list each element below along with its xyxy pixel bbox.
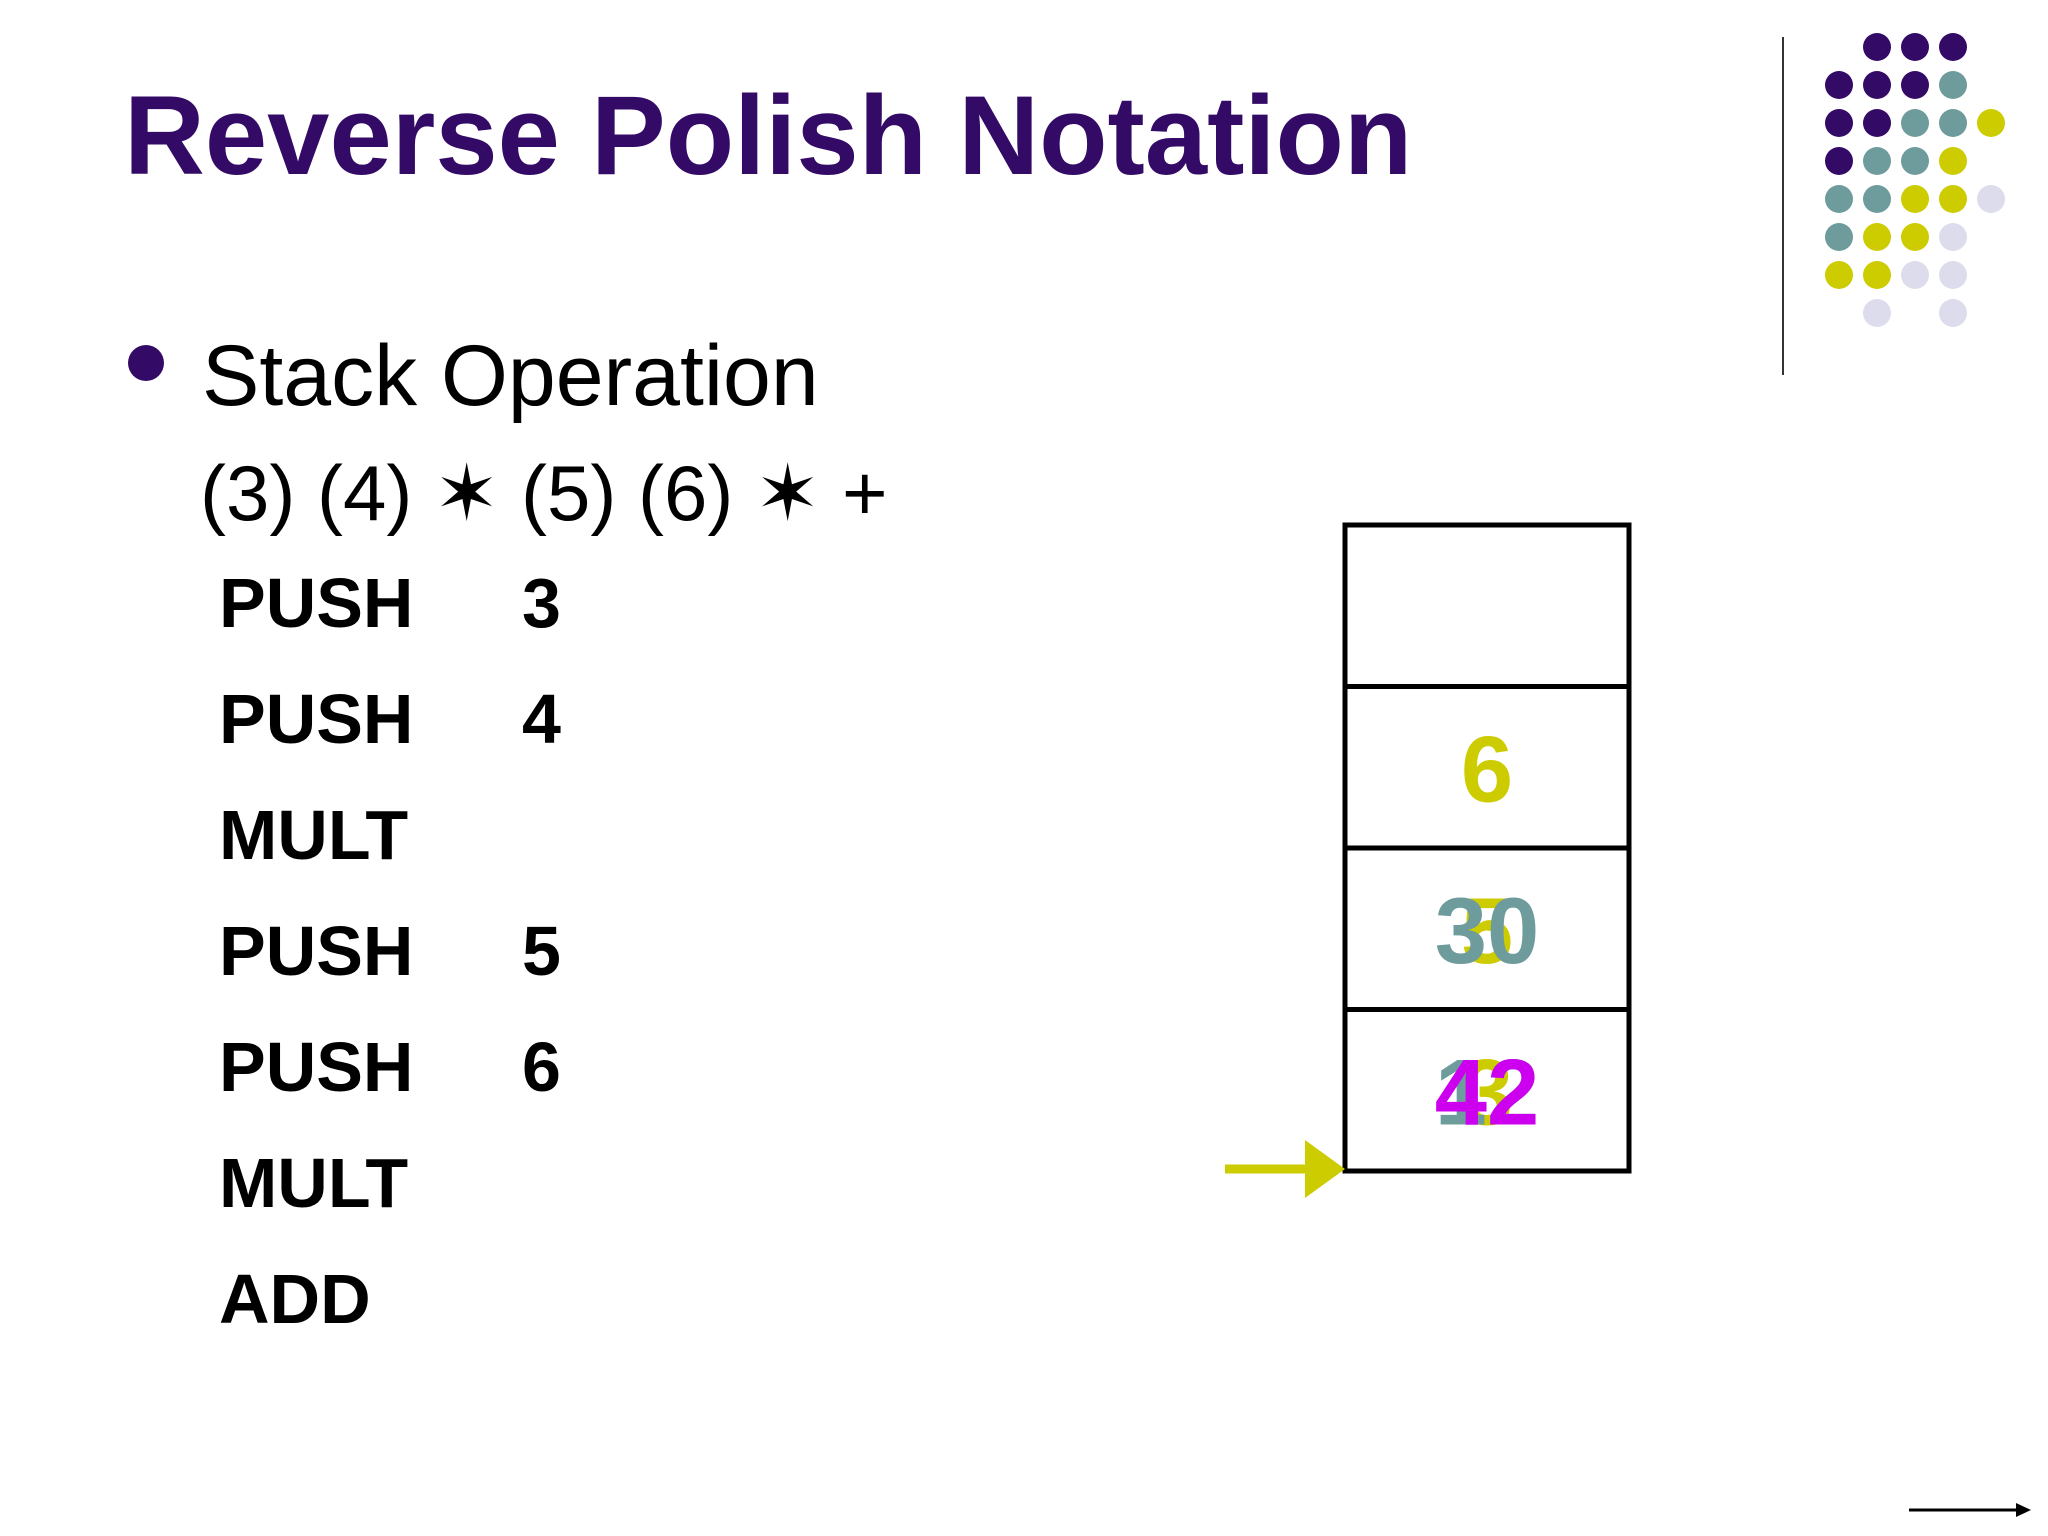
dot	[1901, 147, 1929, 175]
dot	[1863, 223, 1891, 251]
instruction-op: MULT	[219, 1144, 408, 1222]
dot	[1825, 261, 1853, 289]
dot	[1863, 185, 1891, 213]
expression: (3) (4) ✶ (5) (6) ✶ +	[200, 449, 888, 537]
dot	[1825, 109, 1853, 137]
instruction-op: PUSH	[219, 680, 413, 758]
dot	[1825, 185, 1853, 213]
bullet-dot	[128, 345, 164, 381]
dot	[1863, 109, 1891, 137]
instruction-op: PUSH	[219, 912, 413, 990]
instruction-arg: 4	[522, 680, 561, 758]
instruction-arg: 5	[522, 912, 561, 990]
dot	[1939, 71, 1967, 99]
stack-cell	[1342, 1007, 1632, 1174]
dot	[1863, 33, 1891, 61]
stack-value: 6	[1461, 716, 1513, 821]
dot	[1901, 109, 1929, 137]
dot	[1901, 223, 1929, 251]
slide-title: Reverse Polish Notation	[124, 73, 1412, 198]
instruction-list: PUSH 3 PUSH 4 MULT PUSH 5 PUSH 6 MULT ADD	[219, 564, 561, 1338]
stack-value: 30	[1435, 878, 1540, 983]
instruction-op: MULT	[219, 796, 408, 874]
dot	[1863, 261, 1891, 289]
stack-value: 5	[1461, 878, 1513, 983]
stack-value: 12	[1435, 1039, 1540, 1144]
stack-pointer	[1225, 1140, 1345, 1198]
dot	[1901, 71, 1929, 99]
dot	[1825, 147, 1853, 175]
dot	[1825, 71, 1853, 99]
dot	[1901, 185, 1929, 213]
dot	[1863, 147, 1891, 175]
next-arrow[interactable]	[1909, 1503, 2031, 1517]
dot	[1939, 185, 1967, 213]
decoration-dots	[1825, 33, 2005, 327]
dot	[1939, 261, 1967, 289]
dot	[1977, 109, 2005, 137]
dot	[1977, 185, 2005, 213]
instruction-arg: 6	[522, 1028, 561, 1106]
dot	[1939, 299, 1967, 327]
dot	[1825, 223, 1853, 251]
dot	[1939, 33, 1967, 61]
instruction-op: ADD	[219, 1260, 371, 1338]
instruction-arg: 3	[522, 564, 561, 642]
instruction-op: PUSH	[219, 564, 413, 642]
dot	[1939, 223, 1967, 251]
stack-value: 42	[1435, 1039, 1540, 1144]
bullet-text: Stack Operation	[202, 328, 819, 424]
dot	[1901, 261, 1929, 289]
dot	[1863, 71, 1891, 99]
dot	[1863, 299, 1891, 327]
dot	[1939, 109, 1967, 137]
dot	[1901, 33, 1929, 61]
dot	[1939, 147, 1967, 175]
instruction-op: PUSH	[219, 1028, 413, 1106]
stack-value: 3	[1461, 1039, 1513, 1144]
stack-cell	[1342, 522, 1632, 689]
